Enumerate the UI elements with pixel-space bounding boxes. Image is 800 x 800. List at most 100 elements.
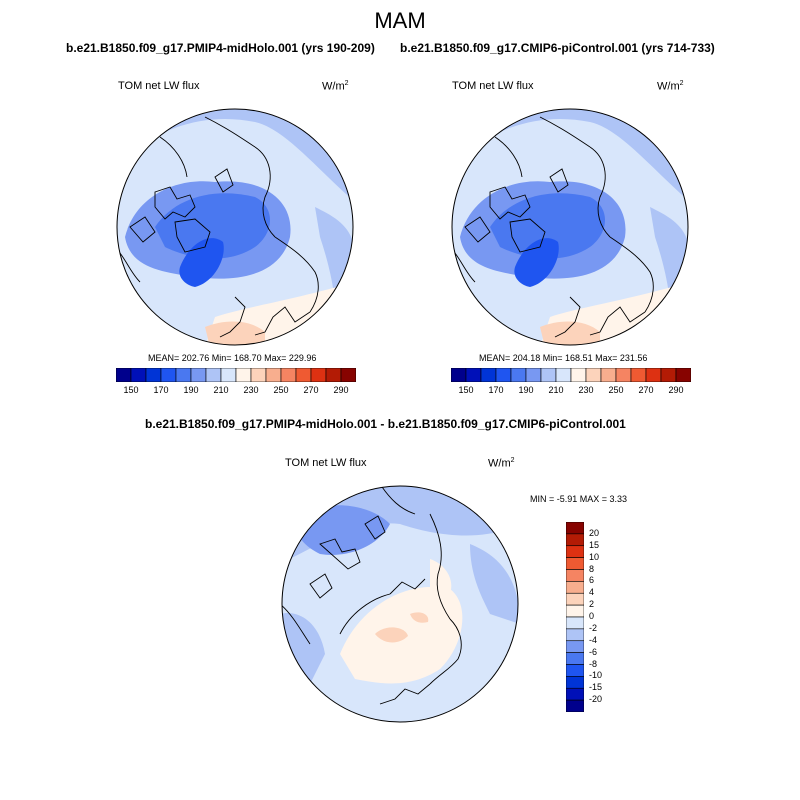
colorbar-swatch: [465, 368, 482, 382]
colorbar-tick-label: -10: [589, 670, 603, 681]
colorbar-swatch: [566, 664, 584, 677]
colorbar-swatch: [566, 628, 584, 642]
colorbar-swatch: [600, 368, 617, 382]
colorbar-right-labels: 150 170 190 210 230 250 270 290: [451, 385, 691, 397]
colorbar-swatch: [675, 368, 691, 382]
panel-right-title: b.e21.B1850.f09_g17.CMIP6-piControl.001 …: [400, 41, 715, 55]
colorbar-diff: [566, 522, 584, 712]
colorbar-tick-label: 170: [153, 385, 169, 395]
colorbar-swatch: [145, 368, 162, 382]
colorbar-swatch: [175, 368, 192, 382]
colorbar-swatch: [566, 592, 584, 606]
polar-map-right: [451, 108, 689, 346]
colorbar-tick-label: 0: [589, 611, 595, 621]
colorbar-swatch: [566, 616, 584, 630]
colorbar-tick-label: 250: [273, 385, 289, 395]
colorbar-swatch: [566, 581, 584, 594]
colorbar-swatch: [480, 368, 497, 382]
colorbar-swatch: [280, 368, 297, 382]
map-right-label: TOM net LW flux: [452, 80, 534, 92]
colorbar-swatch: [451, 368, 467, 382]
colorbar-swatch: [566, 640, 584, 653]
colorbar-tick-label: -6: [589, 646, 598, 657]
panel-left-title: b.e21.B1850.f09_g17.PMIP4-midHolo.001 (y…: [66, 41, 375, 55]
colorbar-swatch: [540, 368, 557, 382]
colorbar-tick-label: 210: [213, 385, 229, 395]
colorbar-swatch: [235, 368, 252, 382]
colorbar-tick-label: 270: [303, 385, 319, 395]
colorbar-tick-label: 2: [589, 599, 595, 610]
colorbar-swatch: [190, 368, 207, 382]
colorbar-tick-label: -2: [589, 622, 598, 633]
map-right-units: W/m2: [657, 80, 684, 93]
colorbar-swatch: [295, 368, 312, 382]
colorbar-tick-label: 6: [589, 575, 595, 586]
colorbar-tick-label: 290: [333, 385, 349, 395]
colorbar-swatch: [566, 676, 584, 689]
colorbar-tick-label: 10: [589, 551, 600, 562]
colorbar-swatch: [160, 368, 177, 382]
panel-diff-title: b.e21.B1850.f09_g17.PMIP4-midHolo.001 - …: [145, 417, 626, 431]
colorbar-tick-label: 290: [668, 385, 684, 395]
colorbar-swatch: [555, 368, 572, 382]
colorbar-tick-label: 190: [518, 385, 534, 395]
colorbar-swatch: [510, 368, 527, 382]
colorbar-tick-label: 230: [578, 385, 594, 395]
colorbar-tick-label: 170: [488, 385, 504, 395]
colorbar-swatch: [645, 368, 662, 382]
colorbar-swatch: [566, 604, 584, 618]
map-left-label: TOM net LW flux: [118, 80, 200, 92]
map-diff-units: W/m2: [488, 457, 515, 470]
colorbar-tick-label: 210: [548, 385, 564, 395]
colorbar-swatch: [495, 368, 512, 382]
colorbar-swatch: [566, 545, 584, 558]
colorbar-tick-label: 190: [183, 385, 199, 395]
colorbar-tick-label: 250: [608, 385, 624, 395]
colorbar-swatch: [566, 652, 584, 665]
colorbar-swatch: [585, 368, 602, 382]
polar-map-left: [116, 108, 354, 346]
colorbar-swatch: [116, 368, 132, 382]
colorbar-tick-label: 4: [589, 587, 595, 598]
colorbar-tick-label: -4: [589, 634, 598, 645]
stats-diff: MIN = -5.91 MAX = 3.33: [530, 494, 628, 504]
colorbar-tick-label: 15: [589, 539, 600, 550]
colorbar-diff-labels: 20 15 10 8 6 4 2 0 -2 -4 -6 -8 -10 -15 -20: [589, 522, 619, 712]
colorbar-tick-label: 20: [589, 527, 600, 538]
colorbar-tick-label: -15: [589, 682, 603, 693]
map-diff-label: TOM net LW flux: [285, 457, 367, 469]
colorbar-swatch: [250, 368, 267, 382]
map-left-units: W/m2: [322, 80, 349, 93]
colorbar-swatch: [340, 368, 356, 382]
colorbar-swatch: [566, 533, 584, 547]
colorbar-swatch: [630, 368, 647, 382]
colorbar-left-labels: 150 170 190 210 230 250 270 290: [116, 385, 356, 397]
colorbar-swatch: [570, 368, 587, 382]
stats-left: MEAN= 202.76 Min= 168.70 Max= 229.96: [148, 353, 317, 363]
colorbar-swatch: [220, 368, 237, 382]
colorbar-tick-label: 270: [638, 385, 654, 395]
colorbar-swatch: [130, 368, 147, 382]
colorbar-tick-label: 150: [123, 385, 139, 395]
colorbar-swatch: [566, 569, 584, 582]
colorbar-swatch: [660, 368, 677, 382]
colorbar-tick-label: 150: [458, 385, 474, 395]
colorbar-swatch: [566, 557, 584, 570]
colorbar-swatch: [205, 368, 222, 382]
colorbar-left: [116, 368, 356, 382]
colorbar-right: [451, 368, 691, 382]
polar-map-diff: [281, 485, 519, 723]
colorbar-swatch: [566, 522, 584, 535]
stats-right: MEAN= 204.18 Min= 168.51 Max= 231.56: [479, 353, 648, 363]
figure-title: MAM: [374, 8, 426, 33]
colorbar-tick-label: -20: [589, 694, 603, 705]
colorbar-swatch: [566, 699, 584, 712]
colorbar-swatch: [615, 368, 632, 382]
colorbar-tick-label: 230: [243, 385, 259, 395]
colorbar-tick-label: -8: [589, 658, 598, 669]
colorbar-swatch: [265, 368, 282, 382]
colorbar-swatch: [525, 368, 542, 382]
colorbar-tick-label: 8: [589, 563, 595, 574]
colorbar-swatch: [310, 368, 327, 382]
colorbar-swatch: [566, 687, 584, 701]
